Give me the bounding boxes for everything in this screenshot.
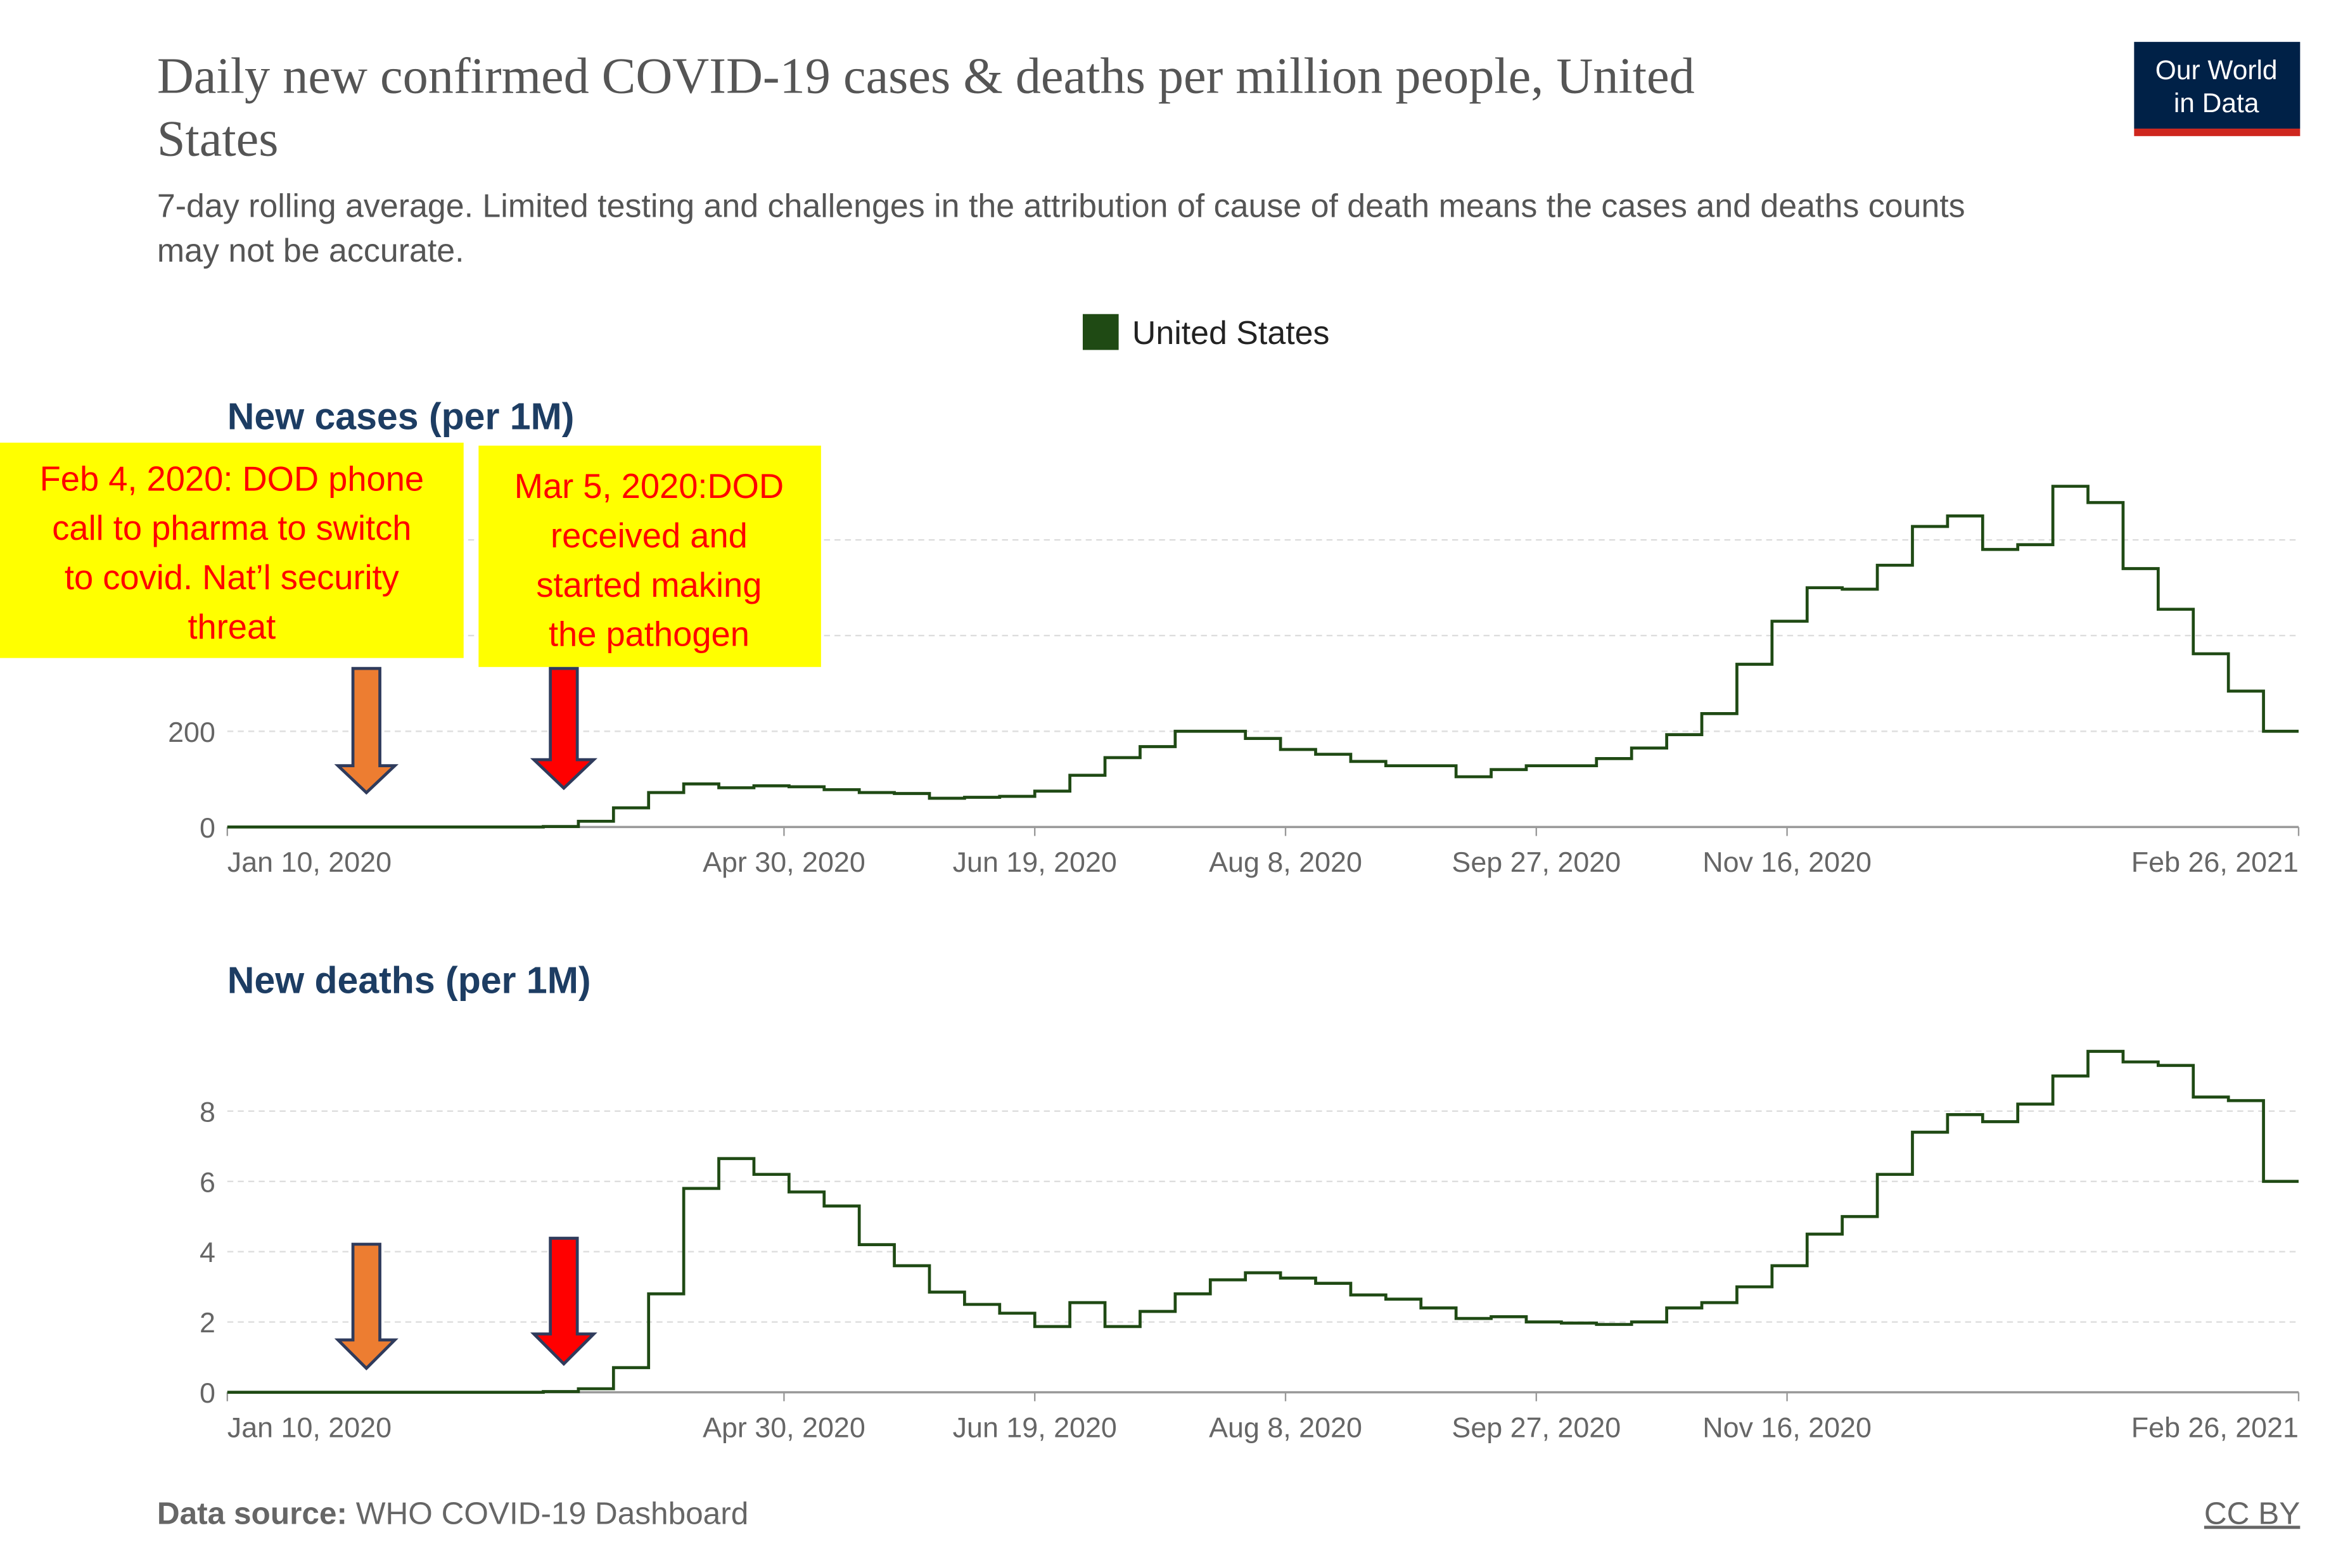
title: Daily new confirmed COVID-19 cases & dea…	[157, 48, 1695, 104]
subtitle: may not be accurate.	[157, 233, 464, 269]
logo	[2134, 42, 2301, 129]
panel-title: New deaths (per 1M)	[227, 959, 591, 1001]
panel: 0 2 4 6 8 Jan 10, 2020 Apr 30, 2020 Jun 19, 202…	[200, 1050, 2300, 1443]
note-text: the pathogen	[549, 615, 750, 654]
arrow	[530, 1237, 597, 1367]
x-tick-label: Jun 19, 2020	[953, 846, 1117, 878]
note-text: started making	[536, 566, 762, 604]
x-tick-label: Aug 8, 2020	[1209, 1411, 1362, 1443]
x-tick-label: Sep 27, 2020	[1452, 846, 1621, 878]
note-text: to covid. Nat’l security	[65, 558, 400, 597]
y-tick-label: 0	[200, 812, 215, 844]
logo-text: Our World	[2155, 56, 2278, 86]
x-tick-label: Feb 26, 2021	[2131, 1411, 2299, 1443]
y-tick-label: 200	[168, 716, 215, 748]
x-tick-label: Apr 30, 2020	[703, 846, 865, 878]
arrow	[530, 666, 598, 791]
y-tick-label: 4	[200, 1236, 215, 1268]
license[interactable]: CC BY	[2204, 1495, 2300, 1531]
x-tick-label: Jun 19, 2020	[953, 1411, 1117, 1443]
y-tick-label: 0	[200, 1377, 215, 1409]
arrow	[334, 666, 399, 795]
note-text: threat	[188, 608, 276, 646]
subtitle: 7-day rolling average. Limited testing a…	[157, 188, 1965, 224]
x-tick-label: Nov 16, 2020	[1702, 1411, 1872, 1443]
logo-stripe	[2134, 129, 2301, 136]
legend-label: United States	[1132, 315, 1330, 352]
y-tick-label: 8	[200, 1095, 215, 1128]
x-tick-label: Apr 30, 2020	[703, 1411, 865, 1443]
note-box	[0, 442, 464, 658]
annotations: Feb 4, 2020: DOD phone call to pharma to …	[0, 442, 821, 1371]
data-line	[227, 485, 2299, 829]
note-text: received and	[551, 516, 748, 555]
note-text: Mar 5, 2020:DOD	[514, 467, 784, 506]
note-text: Feb 4, 2020: DOD phone	[40, 459, 424, 498]
x-tick-label: Jan 10, 2020	[227, 1411, 392, 1443]
arrow	[334, 1242, 399, 1371]
x-tick-label: Jan 10, 2020	[227, 846, 392, 878]
header: Daily new confirmed COVID-19 cases & dea…	[157, 42, 2301, 269]
x-tick-label: Aug 8, 2020	[1209, 846, 1362, 878]
x-tick-label: Nov 16, 2020	[1702, 846, 1872, 878]
note-box	[478, 445, 821, 667]
x-tick-label: Sep 27, 2020	[1452, 1411, 1621, 1443]
legend-swatch	[1082, 314, 1119, 350]
note-text: call to pharma to switch	[52, 509, 411, 547]
logo-text: in Data	[2174, 89, 2259, 118]
panel-title: New cases (per 1M)	[227, 395, 575, 437]
source-label: Data source:	[157, 1495, 347, 1531]
data-line	[227, 1050, 2299, 1394]
x-tick-label: Feb 26, 2021	[2131, 846, 2299, 878]
source: WHO COVID-19 Dashboard	[356, 1495, 749, 1531]
y-tick-label: 6	[200, 1166, 215, 1198]
y-tick-label: 2	[200, 1306, 215, 1339]
footer-source: Data source: WHO COVID-19 Dashboard	[157, 1495, 748, 1531]
title: States	[157, 111, 279, 167]
